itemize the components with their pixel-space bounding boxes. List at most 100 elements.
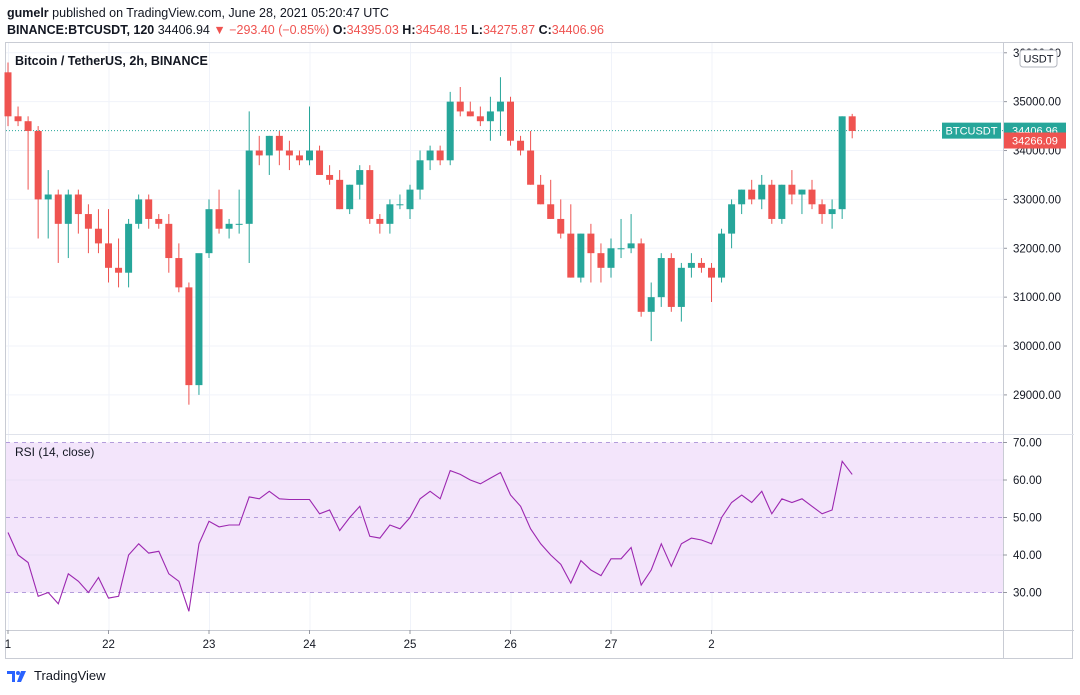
- time-tick-label: 25: [404, 639, 417, 651]
- candle-body: [416, 160, 424, 190]
- candle-body: [125, 223, 133, 273]
- candle-body: [527, 150, 535, 185]
- candle-body: [677, 267, 685, 307]
- chart-title: Bitcoin / TetherUS, 2h, BINANCE: [15, 54, 208, 68]
- candle-body: [828, 209, 836, 215]
- candle-body: [537, 184, 545, 205]
- candle-body: [476, 116, 484, 122]
- candle-body: [14, 116, 22, 122]
- candle-body: [577, 233, 585, 278]
- candle-body: [356, 170, 364, 185]
- candle-body: [24, 121, 32, 131]
- symbol-price-tag: [942, 122, 1001, 139]
- candle-body: [275, 135, 283, 151]
- ohlc-legend: BINANCE:BTCUSDT, 120 34406.94 ▼ −293.40 …: [7, 22, 604, 38]
- published-text: published on TradingView.com, June 28, 2…: [48, 6, 389, 20]
- price-tick-label: 33000.00: [1013, 194, 1061, 206]
- rsi-tick-label: 70.00: [1013, 438, 1042, 450]
- last-price: 34406.94: [157, 23, 210, 37]
- time-tick-label: 1: [5, 639, 11, 651]
- candle-body: [54, 194, 62, 224]
- candle-body: [326, 174, 334, 180]
- candle-body: [567, 233, 575, 278]
- footer-brand[interactable]: TradingView: [34, 668, 106, 683]
- candle-body: [316, 150, 324, 175]
- candle-body: [255, 150, 263, 156]
- candle-body: [376, 218, 384, 224]
- second-price-tag: [1004, 132, 1066, 149]
- publish-info: gumelr published on TradingView.com, Jun…: [7, 5, 389, 21]
- rsi-label: RSI (14, close): [15, 445, 94, 459]
- candle-body: [265, 135, 273, 156]
- close-value: 34406.96: [551, 23, 604, 37]
- candle-body: [185, 287, 193, 386]
- candle-body: [205, 209, 213, 254]
- candle-body: [336, 179, 344, 210]
- candle-body: [84, 214, 92, 229]
- second-price-tag-label: 34266.09: [1012, 136, 1058, 148]
- high-label: H:: [402, 23, 416, 37]
- candle-body: [366, 170, 374, 219]
- price-tick-label: 35000.00: [1013, 97, 1061, 109]
- time-tick-label: 24: [303, 639, 316, 651]
- candle-body: [617, 248, 625, 250]
- candle-body: [34, 130, 42, 200]
- open-label: O:: [332, 23, 347, 37]
- candle-body: [245, 150, 253, 224]
- candle-body: [306, 150, 313, 161]
- candle-body: [44, 194, 52, 200]
- candle-body: [64, 194, 72, 224]
- rsi-tick-label: 40.00: [1013, 550, 1042, 562]
- candle-body: [547, 204, 555, 219]
- time-tick-label: 22: [102, 639, 115, 651]
- low-value: 34275.87: [482, 23, 536, 37]
- candle-body: [486, 111, 494, 122]
- time-tick-label: 27: [605, 639, 618, 651]
- price-tick-label: 34000.00: [1013, 146, 1061, 158]
- candle-body: [818, 204, 826, 215]
- candle-body: [507, 101, 514, 141]
- candle-body: [74, 194, 82, 215]
- candle-body: [386, 204, 394, 224]
- candle-body: [517, 140, 525, 151]
- candle-body: [758, 184, 766, 200]
- candle-body: [697, 262, 705, 268]
- candle-body: [295, 155, 303, 161]
- candle-body: [496, 101, 504, 112]
- candle-body: [155, 218, 163, 224]
- candle-body: [215, 209, 223, 229]
- rsi-tick-label: 30.00: [1013, 588, 1042, 600]
- price-tick-label: 32000.00: [1013, 243, 1061, 255]
- symbol-label: BINANCE:BTCUSDT, 120: [7, 23, 155, 37]
- candle-body: [647, 297, 655, 312]
- candle-body: [165, 223, 173, 259]
- candle-body: [456, 101, 464, 112]
- candle-body: [718, 233, 726, 278]
- candle-body: [657, 258, 665, 298]
- currency-box: [1019, 49, 1058, 68]
- candle-body: [808, 189, 816, 205]
- candle-body: [346, 184, 354, 210]
- tradingview-logo-icon[interactable]: [7, 669, 29, 683]
- candle-body: [145, 199, 153, 219]
- rsi-line: [7, 460, 853, 612]
- candle-body: [728, 204, 736, 234]
- rsi-tick-label: 50.00: [1013, 513, 1042, 525]
- author-name[interactable]: gumelr: [7, 6, 49, 20]
- candle-body: [466, 111, 474, 117]
- candle-body: [115, 267, 123, 273]
- candle-body: [587, 233, 595, 254]
- time-tick-label: 26: [504, 639, 517, 651]
- candle-body: [597, 253, 605, 268]
- candle-body: [285, 150, 293, 156]
- price-chart[interactable]: 29000.00 30000.00 31000.00 32000.00 33000.00…: [0, 0, 1080, 665]
- candle-body: [848, 116, 856, 131]
- candle-body: [708, 267, 715, 278]
- candle-body: [195, 253, 203, 386]
- currency-label: USDT: [1024, 54, 1054, 66]
- change-arrow-icon: ▼: [213, 23, 226, 37]
- candle-body: [687, 262, 695, 268]
- high-value: 34548.15: [415, 23, 468, 37]
- candle-body: [4, 72, 12, 117]
- candle-body: [557, 218, 565, 234]
